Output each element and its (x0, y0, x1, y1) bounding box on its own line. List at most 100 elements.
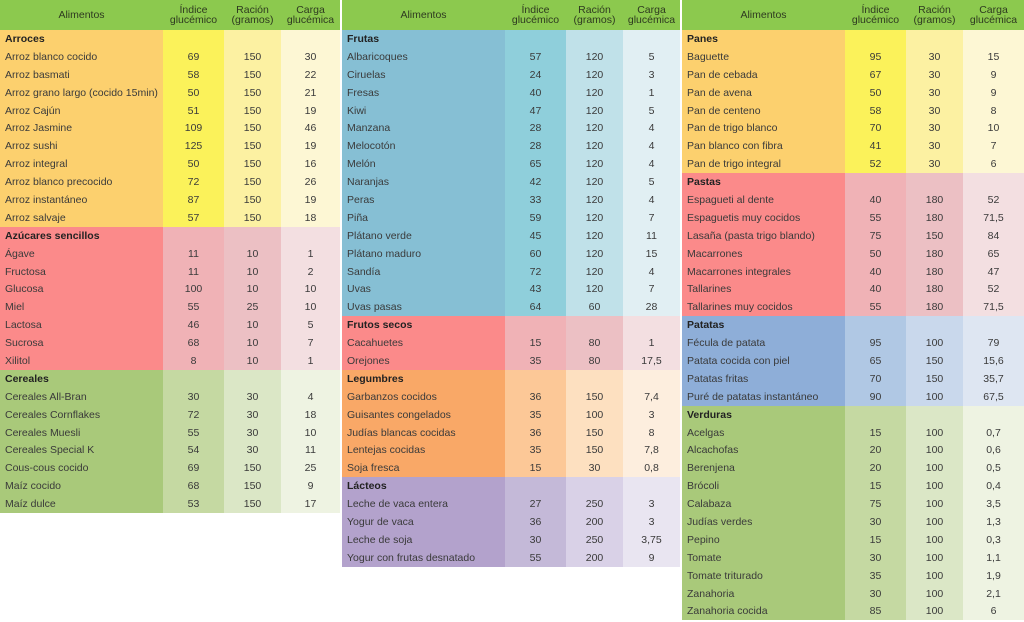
food-name: Glucosa (0, 280, 163, 299)
glycemic-index: 40 (845, 191, 906, 209)
table-row: Arroz basmati 58 150 22 (0, 65, 340, 84)
food-name: Melón (342, 155, 505, 174)
portion-grams: 120 (566, 173, 623, 192)
portion-grams: 120 (566, 155, 623, 174)
portion-grams: 30 (906, 47, 963, 66)
header-row: Alimentos Índice glucémico Ración (gramos)… (342, 0, 680, 30)
food-name: Tallarines muy cocidos (682, 298, 845, 317)
section-title: Verduras (682, 405, 845, 424)
portion-grams: 100 (906, 602, 963, 621)
section-cell (845, 30, 906, 48)
portion-grams: 120 (566, 83, 623, 102)
food-name: Macarrones (682, 244, 845, 263)
section-header-row: Verduras (682, 405, 1024, 424)
glycemic-index: 42 (505, 173, 566, 192)
header-food: Alimentos (0, 0, 163, 30)
section-header-row: Legumbres (342, 369, 680, 388)
section-title: Lácteos (342, 477, 505, 496)
glycemic-load: 17 (281, 495, 340, 514)
portion-grams: 150 (906, 352, 963, 370)
table-row: Naranjas 42 120 5 (342, 173, 680, 192)
glycemic-load: 22 (281, 65, 340, 84)
glycemic-index: 70 (845, 119, 906, 138)
section-cell (845, 316, 906, 335)
section-cell (163, 369, 224, 388)
portion-grams: 120 (566, 244, 623, 263)
table-row: Yogur de vaca 36 200 3 (342, 513, 680, 531)
food-name: Arroz blanco cocido (0, 47, 163, 66)
portion-grams: 250 (566, 495, 623, 514)
table-row: Tomate triturado 35 100 1,9 (682, 566, 1024, 585)
section-title: Frutos secos (342, 316, 505, 335)
section-title: Patatas (682, 316, 845, 335)
glycemic-load: 11 (281, 441, 340, 460)
food-name: Espaguetis muy cocidos (682, 208, 845, 227)
table-row: Judías blancas cocidas 36 150 8 (342, 423, 680, 442)
portion-grams: 30 (906, 119, 963, 138)
food-name: Brócoli (682, 477, 845, 496)
portion-grams: 180 (906, 298, 963, 317)
glycemic-index: 59 (505, 208, 566, 227)
glycemic-load: 47 (963, 262, 1024, 281)
portion-grams: 200 (566, 513, 623, 531)
table-row: Arroz blanco precocido 72 150 26 (0, 173, 340, 192)
glycemic-index: 55 (163, 298, 224, 317)
food-name: Berenjena (682, 459, 845, 478)
section-cell (224, 30, 281, 48)
table-row: Arroz grano largo (cocido 15min) 50 150 21 (0, 83, 340, 102)
glycemic-index: 35 (505, 352, 566, 370)
food-name: Pan de trigo blanco (682, 119, 845, 138)
food-name: Tallarines (682, 280, 845, 299)
food-name: Espagueti al dente (682, 191, 845, 209)
portion-grams: 180 (906, 262, 963, 281)
glycemic-index: 40 (845, 262, 906, 281)
glycemic-table: Alimentos Índice glucémico Ración (gramos)… (342, 0, 680, 567)
glycemic-load: 26 (281, 173, 340, 192)
portion-grams: 120 (566, 262, 623, 281)
portion-grams: 150 (224, 47, 281, 66)
section-cell (505, 316, 566, 335)
glycemic-index: 87 (163, 191, 224, 209)
section-header-row: Cereales (0, 369, 340, 388)
food-name: Arroz grano largo (cocido 15min) (0, 83, 163, 102)
glycemic-load: 46 (281, 119, 340, 138)
section-title: Panes (682, 30, 845, 48)
portion-grams: 120 (566, 47, 623, 66)
glycemic-index: 75 (845, 495, 906, 514)
portion-grams: 150 (224, 477, 281, 496)
food-name: Patata cocida con piel (682, 352, 845, 370)
glycemic-index: 36 (505, 423, 566, 442)
portion-grams: 25 (224, 298, 281, 317)
food-name: Pan de avena (682, 83, 845, 102)
glycemic-load: 9 (281, 477, 340, 496)
glycemic-index: 51 (163, 101, 224, 120)
portion-grams: 120 (566, 65, 623, 84)
food-name: Cous-cous cocido (0, 459, 163, 478)
food-name: Zanahoria (682, 584, 845, 603)
header-food: Alimentos (682, 0, 845, 30)
glycemic-load: 0,4 (963, 477, 1024, 496)
food-name: Miel (0, 298, 163, 317)
food-name: Leche de soja (342, 530, 505, 549)
table-row: Albaricoques 57 120 5 (342, 47, 680, 66)
glycemic-load: 3,75 (623, 530, 680, 549)
section-cell (566, 477, 623, 496)
table-row: Arroz sushi 125 150 19 (0, 137, 340, 156)
glycemic-index: 67 (845, 65, 906, 84)
glycemic-index: 68 (163, 477, 224, 496)
table-row: Pan de trigo integral 52 30 6 (682, 155, 1024, 174)
section-cell (623, 477, 680, 496)
glycemic-load: 10 (281, 423, 340, 442)
portion-grams: 120 (566, 137, 623, 156)
glycemic-index: 68 (163, 334, 224, 353)
glycemic-load: 18 (281, 208, 340, 227)
table-row: Pan de avena 50 30 9 (682, 83, 1024, 102)
glycemic-load: 7,4 (623, 387, 680, 406)
table-row: Alcachofas 20 100 0,6 (682, 441, 1024, 460)
section-header-row: Arroces (0, 30, 340, 48)
table-row: Plátano verde 45 120 11 (342, 226, 680, 245)
section-cell (566, 369, 623, 388)
table-row: Manzana 28 120 4 (342, 119, 680, 138)
table-row: Peras 33 120 4 (342, 191, 680, 209)
food-name: Lasaña (pasta trigo blando) (682, 226, 845, 245)
